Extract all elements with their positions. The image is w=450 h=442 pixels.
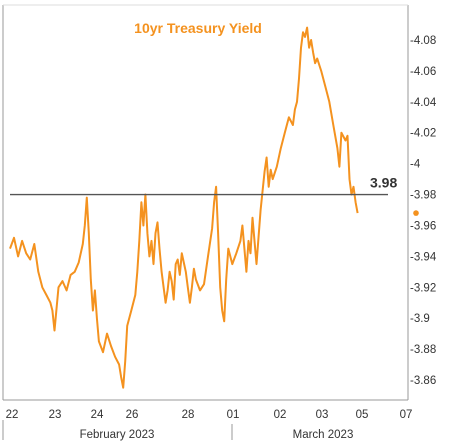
yield-series-line [9, 26, 359, 389]
reference-line-label: 3.98 [370, 175, 397, 191]
y-tick-label: -4.06 [410, 66, 436, 78]
y-tick-label: -4.02 [410, 128, 436, 140]
x-tick-label: 05 [356, 409, 369, 421]
month-label: February 2023 [80, 429, 155, 441]
y-tick-label: -3.92 [410, 282, 436, 294]
y-tick-label: -3.9 [410, 313, 430, 325]
x-tick-label: 03 [316, 409, 329, 421]
y-tick-label: -4.04 [410, 97, 437, 109]
y-tick-label: -3.96 [410, 220, 436, 232]
y-tick-label: -4 [410, 159, 421, 171]
last-value-marker [413, 210, 419, 216]
y-tick-label: -3.98 [410, 190, 436, 202]
x-tick-label: 07 [400, 409, 413, 421]
y-tick-label: -3.94 [410, 251, 437, 263]
x-tick-label: 02 [274, 409, 287, 421]
x-tick-label: 23 [49, 409, 62, 421]
chart-title: 10yr Treasury Yield [134, 20, 262, 36]
x-tick-label: 22 [6, 409, 19, 421]
x-tick-label: 24 [91, 409, 104, 421]
y-tick-label: -3.86 [410, 375, 436, 387]
y-tick-label: -4.08 [410, 35, 436, 47]
x-tick-label: 01 [227, 409, 240, 421]
x-tick-label: 28 [182, 409, 195, 421]
y-tick-label: -3.88 [410, 344, 436, 356]
x-tick-label: 26 [126, 409, 139, 421]
month-label: March 2023 [293, 429, 354, 441]
